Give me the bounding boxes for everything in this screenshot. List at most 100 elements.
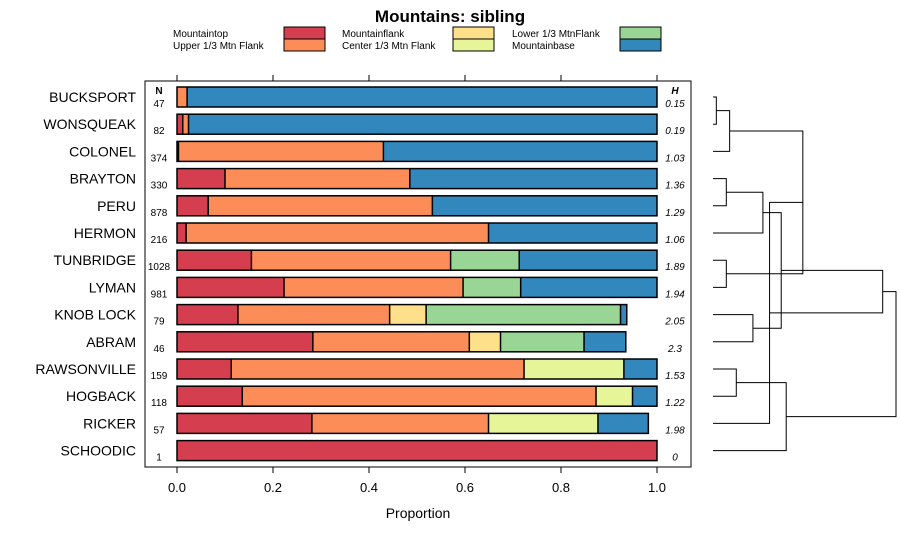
n-value-knob-lock: 79: [153, 317, 165, 328]
bar-peru-mountaintop: [177, 195, 209, 216]
legend-swatch-mountaintop: [283, 26, 326, 40]
bar-rawsonville-mountaintop: [177, 359, 232, 379]
x-tick-label: 0.4: [360, 480, 378, 495]
bar-tunbridge-mountaintop: [177, 250, 252, 271]
bar-lyman-mountaintop: [177, 277, 285, 298]
bar-outline-schoodic: [176, 439, 658, 462]
bar-brayton-mountainbase: [409, 168, 657, 189]
legend-label-upper-1-3-mtn-flank: Upper 1/3 Mtn Flank: [173, 41, 265, 52]
bar-abram-mountaintop: [177, 331, 313, 352]
row-label-tunbridge: TUNBRIDGE: [54, 252, 136, 268]
bar-lyman-upper-1-3-mtn-flank: [284, 277, 464, 298]
h-value-rawsonville: 1.53: [665, 371, 685, 382]
bar-hermon-upper-1-3-mtn-flank: [186, 223, 489, 243]
bar-peru-upper-1-3-mtn-flank: [208, 195, 433, 216]
x-tick-label: 0.2: [264, 480, 282, 495]
bar-colonel-mountainbase: [383, 141, 657, 162]
bar-hogback-mountaintop: [177, 386, 243, 407]
legend-label-center-1-3-mtn-flank: Center 1/3 Mtn Flank: [342, 41, 436, 52]
plot-frame: [144, 80, 692, 468]
bar-knob-lock-mountaintop: [177, 304, 238, 325]
h-value-ricker: 1.98: [665, 425, 685, 436]
bar-wonsqueak-mountainbase: [188, 114, 657, 135]
n-value-peru: 878: [151, 208, 168, 219]
x-axis: 0.0 0.2 0.4 0.6 0.8 1.0: [168, 75, 666, 495]
row-label-lyman: LYMAN: [89, 279, 136, 295]
bar-abram-lower-1-3-mtnflank: [500, 331, 585, 352]
legend-label-mountainbase: Mountainbase: [512, 41, 575, 52]
bar-hogback-mountainbase: [632, 386, 657, 407]
row-label-abram: ABRAM: [86, 334, 136, 350]
n-value-rawsonville: 159: [151, 371, 168, 382]
dendrogram-branch: [752, 212, 782, 329]
bar-outline-knob-lock: [176, 303, 628, 326]
row-label-peru: PERU: [97, 198, 136, 214]
row-label-hogback: HOGBACK: [66, 388, 137, 404]
dendrogram-branch: [713, 96, 717, 125]
bar-abram-mountainflank: [469, 331, 501, 352]
bar-abram-mountainbase: [584, 331, 626, 352]
bar-bucksport-upper-1-3-mtn-flank: [177, 87, 188, 107]
bar-hermon-mountaintop: [177, 223, 187, 243]
bar-brayton-mountaintop: [177, 168, 225, 189]
n-value-hogback: 118: [151, 398, 167, 409]
x-axis-label: Proportion: [386, 505, 451, 521]
n-value-schoodic: 1: [156, 453, 162, 464]
h-value-hogback: 1.22: [665, 398, 685, 409]
bar-ricker-mountainbase: [597, 413, 649, 434]
row-label-ricker: RICKER: [83, 415, 136, 431]
bar-ricker-upper-1-3-mtn-flank: [311, 413, 489, 434]
bar-tunbridge-mountainbase: [519, 250, 657, 271]
bar-rawsonville-upper-1-3-mtn-flank: [231, 359, 525, 379]
x-tick-label: 0.6: [456, 480, 474, 495]
row-label-rawsonville: RAWSONVILLE: [35, 361, 136, 377]
bar-ricker-mountaintop: [177, 413, 312, 434]
bar-rawsonville-center-1-3-mtn-flank: [524, 359, 624, 379]
x-tick-label: 1.0: [648, 480, 666, 495]
dendrogram-branch: [713, 110, 731, 152]
bar-peru-mountainbase: [432, 195, 657, 216]
bar-outline-rawsonville: [176, 358, 658, 380]
bars: [176, 86, 658, 462]
row-labels: BUCKSPORT 47 0.15 WONSQUEAK 82 0.19 COLONEL 374…: [35, 89, 685, 464]
legend-swatch-mountainflank: [452, 26, 495, 40]
h-value-wonsqueak: 0.19: [665, 126, 685, 137]
dendrogram-branch: [786, 291, 897, 418]
n-value-bucksport: 47: [153, 99, 165, 110]
n-value-colonel: 374: [151, 153, 168, 164]
h-value-colonel: 1.03: [665, 153, 685, 164]
bar-outline-tunbridge: [176, 249, 658, 271]
dendrogram-branch: [713, 368, 737, 397]
n-value-wonsqueak: 82: [153, 126, 165, 137]
row-label-colonel: COLONEL: [69, 143, 136, 159]
legend-swatch-center-1-3-mtn-flank: [452, 38, 495, 52]
bar-outline-hermon: [176, 222, 658, 244]
x-tick-label: 0.0: [168, 480, 186, 495]
bar-outline-hogback: [176, 385, 658, 407]
bar-tunbridge-upper-1-3-mtn-flank: [251, 250, 451, 271]
row-label-schoodic: SCHOODIC: [61, 443, 136, 459]
dendrogram-branch: [713, 314, 754, 343]
bar-outline-colonel: [176, 140, 658, 163]
bar-outline-lyman: [176, 276, 658, 299]
bar-hogback-upper-1-3-mtn-flank: [242, 386, 597, 407]
bar-outline-brayton: [176, 167, 658, 190]
legend-label-mountainflank: Mountainflank: [342, 29, 405, 40]
bar-knob-lock-mountainflank: [389, 304, 427, 325]
dendrogram-branch: [713, 259, 727, 288]
legend-label-mountaintop: Mountaintop: [173, 29, 228, 40]
bar-outline-ricker: [176, 412, 650, 435]
bar-colonel-upper-1-3-mtn-flank: [178, 141, 384, 162]
x-tick-label: 0.8: [552, 480, 570, 495]
bar-knob-lock-lower-1-3-mtnflank: [426, 304, 621, 325]
bar-outline-wonsqueak: [176, 113, 658, 135]
dendrogram: [713, 96, 897, 452]
legend-swatch-mountainbase: [619, 38, 662, 52]
h-value-brayton: 1.36: [665, 181, 685, 192]
dendrogram-branch: [713, 382, 787, 452]
n-value-lyman: 981: [151, 289, 168, 300]
bar-abram-upper-1-3-mtn-flank: [312, 331, 470, 352]
h-value-hermon: 1.06: [665, 235, 685, 246]
